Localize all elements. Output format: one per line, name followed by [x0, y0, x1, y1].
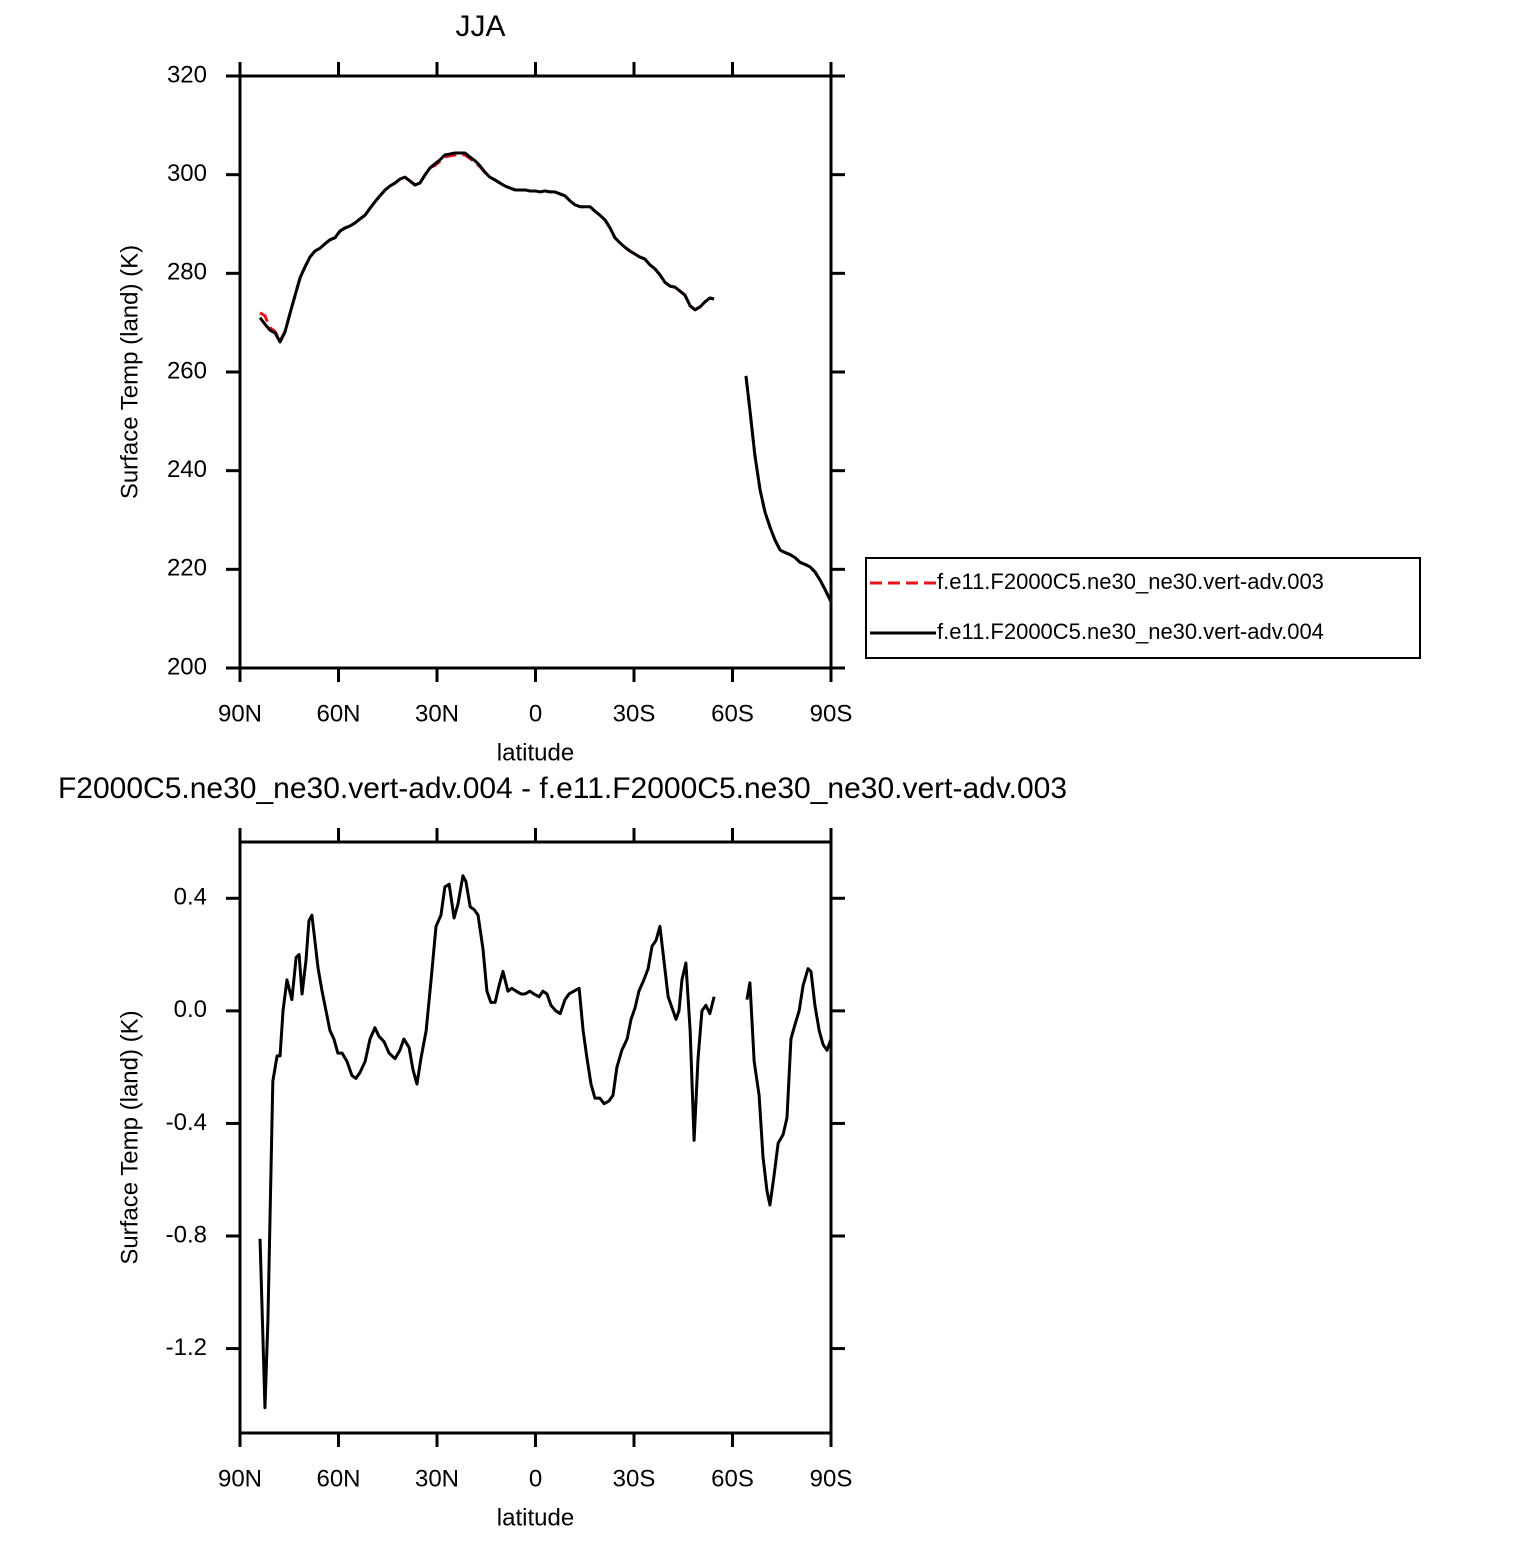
y-tick-label: -0.8 [166, 1221, 207, 1248]
y-tick-label: 240 [167, 456, 207, 483]
x-tick-label: 0 [529, 700, 542, 727]
x-tick-label: 90S [810, 1465, 853, 1492]
y-tick-label: 320 [167, 61, 207, 88]
y-axis-label: Surface Temp (land) (K) [116, 245, 143, 499]
x-tick-label: 0 [529, 1465, 542, 1492]
series-line [258, 874, 833, 1410]
x-tick-label: 60N [316, 1465, 360, 1492]
y-tick-label: 280 [167, 259, 207, 286]
x-tick-label: 30S [613, 1465, 656, 1492]
chart-title: JJA [455, 10, 505, 43]
plot-frame [238, 840, 833, 1435]
y-tick-label: 260 [167, 357, 207, 384]
y-tick-label: 200 [167, 653, 207, 680]
x-axis-label: latitude [497, 739, 574, 766]
y-tick-label: -1.2 [166, 1334, 207, 1361]
y-tick-label: 0.4 [174, 884, 207, 911]
y-tick-label: 0.0 [174, 996, 207, 1023]
x-tick-label: 60N [316, 700, 360, 727]
y-tick-label: 300 [167, 160, 207, 187]
x-tick-label: 60S [711, 700, 754, 727]
plot-frame [238, 74, 833, 670]
series-line [258, 151, 833, 603]
x-tick-label: 30N [415, 1465, 459, 1492]
x-tick-label: 30S [613, 700, 656, 727]
x-axis-label: latitude [497, 1504, 574, 1531]
x-tick-label: 60S [711, 1465, 754, 1492]
y-axis-label: Surface Temp (land) (K) [116, 1010, 143, 1264]
x-tick-label: 90S [810, 700, 853, 727]
legend-label: f.e11.F2000C5.ne30_ne30.vert-adv.003 [937, 569, 1324, 594]
x-tick-label: 90N [218, 700, 262, 727]
x-tick-label: 90N [218, 1465, 262, 1492]
y-tick-label: -0.4 [166, 1109, 207, 1136]
chart-title: F2000C5.ne30_ne30.vert-adv.004 - f.e11.F… [58, 772, 1067, 805]
x-tick-label: 30N [415, 700, 459, 727]
legend-box [865, 557, 1421, 659]
legend-label: f.e11.F2000C5.ne30_ne30.vert-adv.004 [937, 619, 1324, 644]
y-tick-label: 220 [167, 555, 207, 582]
